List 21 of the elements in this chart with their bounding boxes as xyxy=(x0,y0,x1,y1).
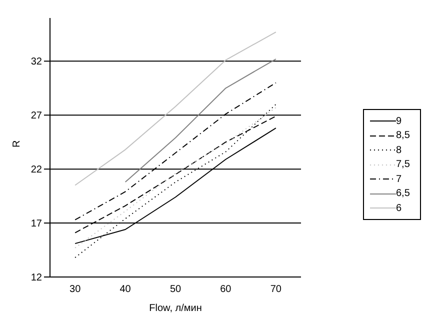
legend-label: 9 xyxy=(396,116,402,126)
y-tick-label: 17 xyxy=(30,218,42,230)
y-axis-title: R xyxy=(12,140,23,148)
y-tick-label: 32 xyxy=(30,56,42,68)
legend-label: 7 xyxy=(396,174,402,184)
legend-label: 8 xyxy=(396,144,402,156)
x-tick-label: 60 xyxy=(220,284,232,296)
x-tick-label: 40 xyxy=(120,284,132,296)
legend-label: 6,5 xyxy=(396,188,410,199)
legend-label: 8,5 xyxy=(396,130,410,141)
y-tick-label: 22 xyxy=(30,164,42,176)
legend-label: 7,5 xyxy=(396,159,410,170)
x-tick-label: 50 xyxy=(170,284,182,296)
x-tick-label: 30 xyxy=(70,284,82,296)
line-series xyxy=(74,32,276,186)
legend-label: 6 xyxy=(396,202,402,214)
y-tick-label: 27 xyxy=(30,110,42,122)
line-series xyxy=(124,58,276,183)
x-tick-label: 70 xyxy=(270,284,282,296)
y-tick-label: 12 xyxy=(30,272,42,284)
x-axis-title: Flow, л/мин xyxy=(149,303,202,314)
